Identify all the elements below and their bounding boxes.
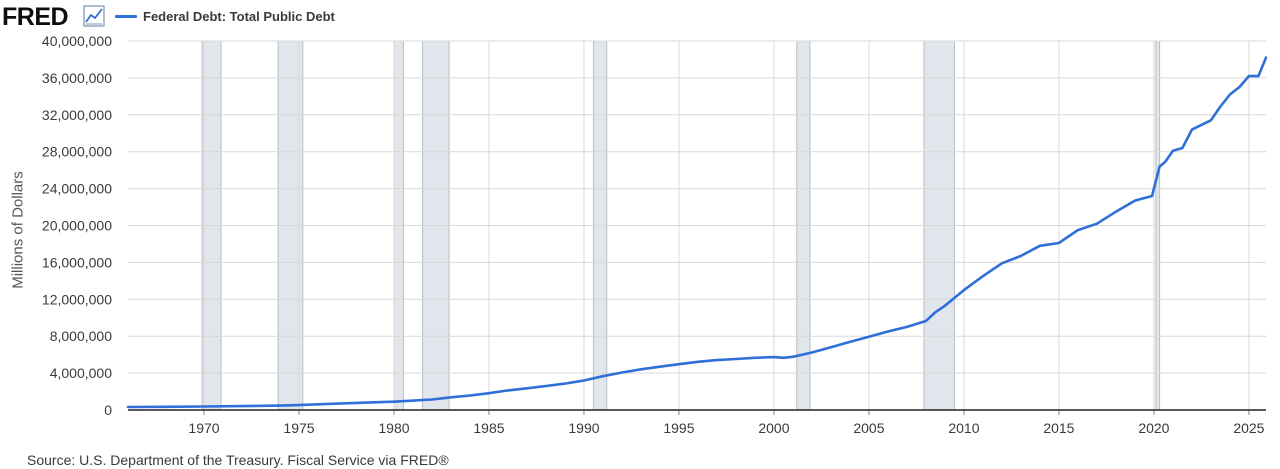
y-tick-label: 0: [104, 402, 112, 418]
y-tick-label: 28,000,000: [42, 144, 112, 160]
debt-line-chart: 0 4,000,000 8,000,000 12,000,000 16,000,000 2…: [42, 33, 1268, 436]
x-tick-label: 2025: [1233, 420, 1264, 436]
x-tick-label: 2010: [948, 420, 979, 436]
y-tick-label: 20,000,000: [42, 218, 112, 234]
legend-series-label: Federal Debt: Total Public Debt: [143, 9, 335, 24]
y-tick-label: 32,000,000: [42, 107, 112, 123]
x-tick-label: 2000: [758, 420, 789, 436]
y-tick-label: 24,000,000: [42, 181, 112, 197]
x-tick-label: 1970: [188, 420, 219, 436]
x-tick-label: 2015: [1043, 420, 1074, 436]
fred-logo[interactable]: FRED: [2, 3, 69, 31]
x-tick-label: 2005: [853, 420, 884, 436]
source-note: Source: U.S. Department of the Treasury.…: [27, 452, 449, 468]
x-tick-label: 1980: [378, 420, 409, 436]
y-tick-label: 12,000,000: [42, 291, 112, 307]
y-tick-label: 16,000,000: [42, 254, 112, 270]
x-tick-label: 1990: [568, 420, 599, 436]
legend-series-swatch: [115, 15, 137, 18]
x-tick-label: 1975: [283, 420, 314, 436]
series-line-0: [126, 56, 1268, 409]
y-tick-label: 4,000,000: [50, 365, 112, 381]
y-tick-label: 40,000,000: [42, 33, 112, 49]
chart-header: FRED Federal Debt: Total Public Debt: [0, 0, 1280, 34]
x-tick-label: 1995: [663, 420, 694, 436]
y-tick-label: 36,000,000: [42, 70, 112, 86]
y-tick-label: 8,000,000: [50, 328, 112, 344]
x-tick-label: 2020: [1138, 420, 1169, 436]
x-tick-label: 1985: [473, 420, 504, 436]
line-chart-icon[interactable]: [83, 5, 105, 27]
